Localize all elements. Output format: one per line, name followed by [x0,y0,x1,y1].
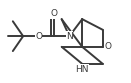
Text: O: O [35,32,42,41]
Text: HN: HN [75,65,89,74]
Text: N: N [66,32,73,41]
Text: O: O [104,42,111,51]
Text: O: O [50,9,57,18]
